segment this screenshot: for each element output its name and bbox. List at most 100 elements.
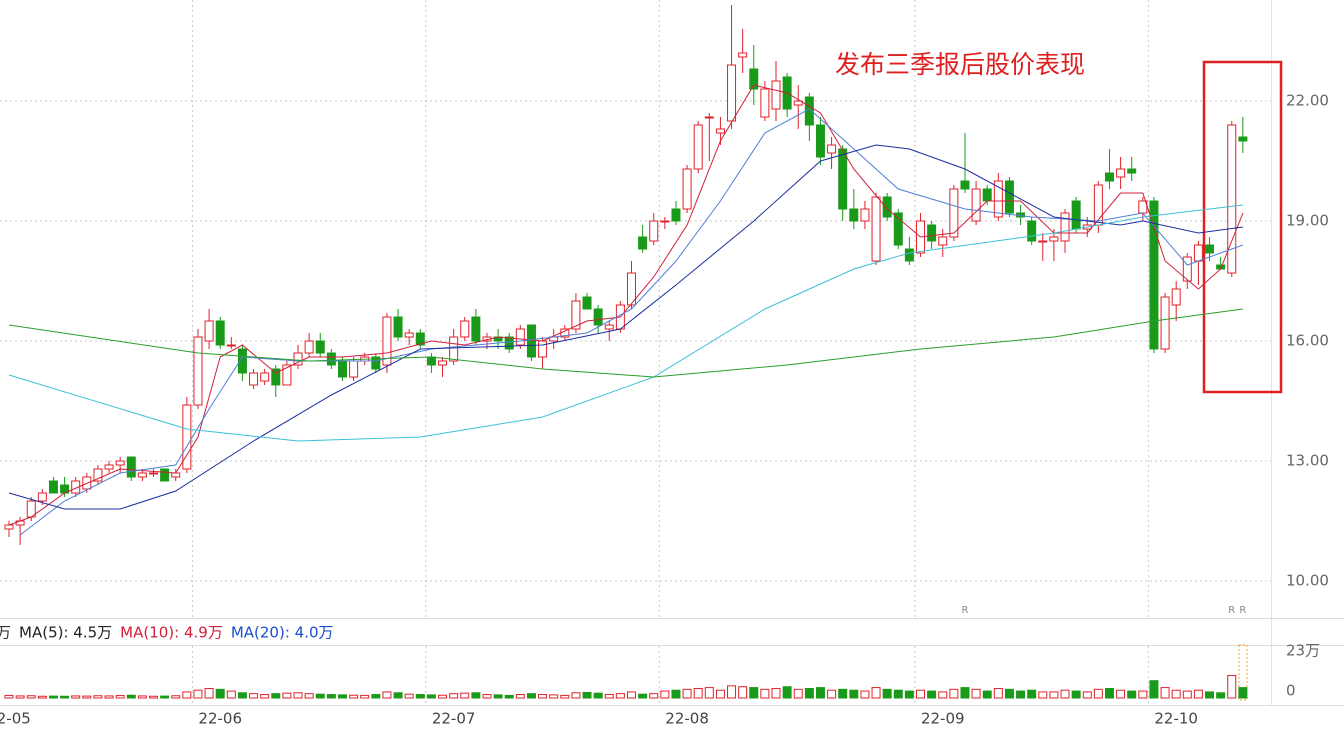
candle-body	[215, 320, 225, 346]
volume-bar	[793, 688, 803, 699]
candle-body	[315, 340, 325, 354]
volume-bar	[215, 688, 225, 699]
ma-line	[8, 144, 1243, 510]
volume-bar	[415, 694, 425, 699]
volume-bar	[1127, 690, 1137, 699]
highlight-box	[1202, 60, 1283, 394]
candle-body	[171, 472, 181, 478]
candle-body	[115, 460, 125, 466]
candle-body	[1127, 168, 1137, 174]
candle-body	[1104, 172, 1114, 182]
volume-bar	[426, 694, 436, 699]
volume-bar	[704, 687, 714, 699]
volume-legend: MA(5): 4.5万	[19, 624, 112, 642]
candle-body	[504, 336, 514, 350]
volume-bar	[137, 695, 147, 699]
candle-body	[771, 80, 781, 110]
volume-bar	[60, 695, 70, 699]
y-tick-label: 10.00	[1286, 572, 1329, 590]
candle-body	[260, 372, 270, 382]
volume-bar	[1216, 692, 1226, 699]
candle-body	[382, 316, 392, 366]
volume-bar	[738, 686, 748, 699]
volume-bar	[1049, 691, 1059, 699]
candle-body	[682, 168, 692, 210]
volume-bar	[104, 695, 114, 699]
volume-bar	[1149, 680, 1159, 699]
candle-body	[882, 196, 892, 218]
candle-body	[1038, 240, 1048, 243]
candle-body	[838, 148, 848, 210]
volume-bar	[393, 692, 403, 699]
x-tick-label: 22-06	[198, 710, 242, 728]
candle-body	[48, 480, 58, 494]
candle-body	[1182, 256, 1192, 282]
volume-bar	[82, 695, 92, 699]
candle-body	[727, 64, 737, 122]
candle-body	[949, 188, 959, 238]
volume-bar	[1138, 690, 1148, 699]
candle-body	[1171, 288, 1181, 306]
volume-bar	[282, 692, 292, 699]
candle-body	[715, 128, 725, 134]
candle-body	[960, 180, 970, 190]
volume-bar	[749, 687, 759, 699]
volume-bar	[193, 689, 203, 699]
volume-bar	[938, 691, 948, 699]
candle-body	[93, 468, 103, 482]
volume-bar	[26, 695, 36, 699]
volume-bar	[615, 693, 625, 699]
candle-body	[871, 196, 881, 262]
volume-bar	[1227, 674, 1237, 699]
candle-body	[438, 360, 448, 366]
candle-body	[515, 328, 525, 346]
volume-bar	[727, 685, 737, 699]
volume-bar	[671, 689, 681, 699]
volume-bar	[871, 687, 881, 699]
volume-bar	[115, 695, 125, 699]
candle-body	[404, 332, 414, 338]
volume-bar	[626, 691, 636, 699]
volume-bar	[893, 689, 903, 699]
volume-tick-label: 0	[1286, 682, 1296, 700]
candle-body	[660, 220, 670, 223]
y-tick-label: 19.00	[1286, 212, 1329, 230]
x-tick-label: 22-07	[432, 710, 476, 728]
candle-body	[827, 144, 837, 154]
ma-line	[19, 108, 1244, 536]
volume-bar	[271, 693, 281, 699]
volume-bar	[37, 695, 47, 699]
volume-bar	[1182, 690, 1192, 699]
volume-bar	[904, 690, 914, 699]
volume-bar	[1116, 689, 1126, 699]
volume-bar	[493, 694, 503, 699]
volume-bar	[1205, 691, 1215, 699]
volume-bar	[916, 689, 926, 699]
candle-body	[893, 212, 903, 246]
candle-body	[593, 308, 603, 326]
volume-bar	[226, 690, 236, 699]
volume-bar	[571, 692, 581, 699]
candle-body	[760, 88, 770, 118]
volume-bar	[1082, 691, 1092, 699]
volume-bar	[960, 687, 970, 699]
candle-body	[1238, 136, 1248, 142]
candle-body	[749, 68, 759, 90]
event-marker: R	[961, 605, 968, 616]
volume-bar	[149, 695, 159, 699]
volume-bar	[526, 693, 536, 699]
candle-body	[37, 492, 47, 502]
volume-bar	[171, 695, 181, 699]
volume-bar	[649, 693, 659, 699]
volume-bar	[993, 687, 1003, 699]
volume-bar	[1038, 691, 1048, 699]
event-marker: R	[1239, 605, 1246, 616]
candle-body	[182, 404, 192, 470]
volume-legend: 万	[0, 624, 11, 642]
volume-bar	[1093, 688, 1103, 699]
candle-body	[137, 472, 147, 478]
candle-body	[426, 356, 436, 366]
candle-body	[326, 352, 336, 366]
volume-bar	[782, 686, 792, 699]
